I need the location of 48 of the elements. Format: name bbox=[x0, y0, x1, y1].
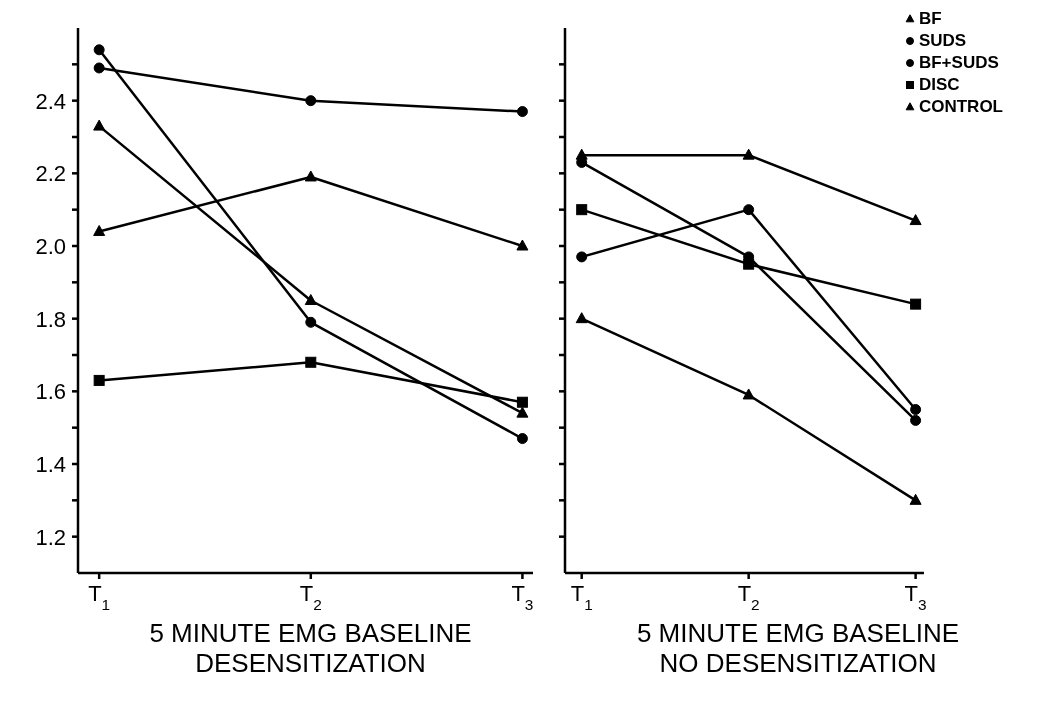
point bbox=[910, 414, 922, 426]
point bbox=[93, 62, 105, 74]
point bbox=[93, 119, 106, 131]
x-tick-label: T$_{1}$ bbox=[570, 581, 593, 613]
point bbox=[93, 374, 105, 386]
y-tick-label: 1.8 bbox=[35, 306, 66, 332]
point bbox=[910, 404, 922, 415]
point bbox=[743, 258, 755, 270]
legend-label: BF bbox=[918, 8, 942, 30]
point bbox=[93, 44, 105, 56]
point bbox=[516, 396, 528, 408]
x-axis-title: 5 MINUTE EMG BASELINE DESENSITIZATION bbox=[148, 618, 473, 678]
point bbox=[743, 204, 755, 216]
x-axis-title: 5 MINUTE EMG BASELINE NO DESENSITIZATION bbox=[635, 618, 961, 678]
point bbox=[516, 239, 529, 251]
point bbox=[576, 251, 588, 263]
point bbox=[575, 312, 588, 324]
x-tick-label: T$_{3}$ bbox=[511, 581, 534, 613]
point bbox=[516, 406, 529, 418]
y-tick-label: 1.4 bbox=[35, 452, 66, 477]
x-tick-label: T$_{1}$ bbox=[88, 581, 111, 613]
point bbox=[93, 224, 106, 236]
x-tick-label: T$_{2}$ bbox=[299, 581, 322, 613]
y-tick-label: 1.6 bbox=[35, 379, 66, 405]
point bbox=[576, 204, 588, 216]
legend-label: BF+SUDS bbox=[918, 52, 999, 74]
point bbox=[304, 294, 317, 305]
legend-label: SUDS bbox=[918, 30, 967, 52]
point bbox=[742, 388, 755, 400]
y-tick-label: 2.4 bbox=[35, 88, 66, 114]
x-tick-label: T$_{2}$ bbox=[737, 581, 760, 613]
point bbox=[575, 148, 588, 160]
point bbox=[305, 95, 317, 107]
y-tick-label: 2.2 bbox=[35, 161, 66, 187]
point bbox=[305, 316, 317, 328]
y-tick-label: 2.0 bbox=[35, 234, 66, 259]
legend-label: CONTROL bbox=[918, 96, 1003, 118]
point bbox=[909, 214, 922, 226]
point bbox=[742, 148, 755, 160]
point bbox=[516, 433, 528, 445]
point bbox=[909, 493, 922, 505]
y-tick-label: 1.2 bbox=[35, 524, 66, 550]
point bbox=[516, 106, 528, 118]
legend-label: DISC bbox=[918, 74, 960, 96]
point bbox=[910, 298, 922, 310]
point bbox=[305, 356, 317, 368]
point bbox=[304, 170, 317, 182]
x-tick-label: T$_{3}$ bbox=[904, 581, 927, 613]
